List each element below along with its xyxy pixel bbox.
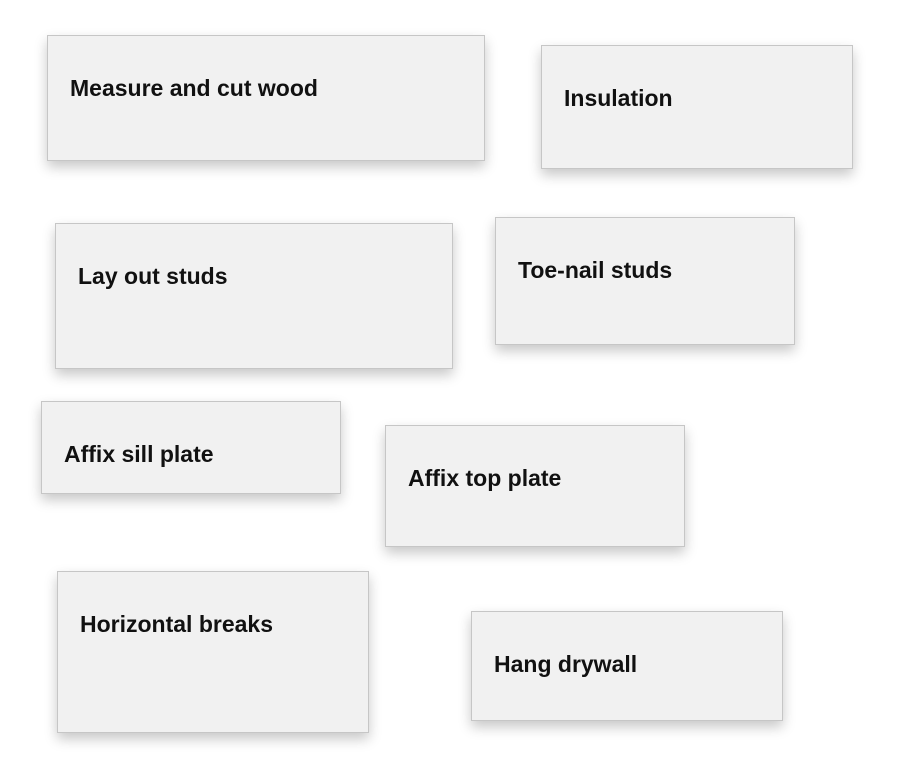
task-card-label: Affix top plate — [408, 465, 562, 491]
task-card-horizontal-breaks[interactable]: Horizontal breaks — [57, 571, 369, 733]
task-card-label: Horizontal breaks — [80, 611, 273, 637]
task-card-label: Hang drywall — [494, 651, 638, 677]
task-card-label: Affix sill plate — [64, 441, 214, 467]
task-card-label: Toe-nail studs — [518, 257, 673, 283]
task-card-measure-and-cut-wood[interactable]: Measure and cut wood — [47, 35, 485, 161]
task-card-lay-out-studs[interactable]: Lay out studs — [55, 223, 453, 369]
task-card-toe-nail-studs[interactable]: Toe-nail studs — [495, 217, 795, 345]
task-card-insulation[interactable]: Insulation — [541, 45, 853, 169]
task-card-label: Measure and cut wood — [70, 75, 318, 101]
task-card-label: Lay out studs — [78, 263, 228, 289]
task-card-label: Insulation — [564, 85, 673, 111]
task-card-hang-drywall[interactable]: Hang drywall — [471, 611, 783, 721]
task-card-affix-sill-plate[interactable]: Affix sill plate — [41, 401, 341, 494]
task-card-affix-top-plate[interactable]: Affix top plate — [385, 425, 685, 547]
